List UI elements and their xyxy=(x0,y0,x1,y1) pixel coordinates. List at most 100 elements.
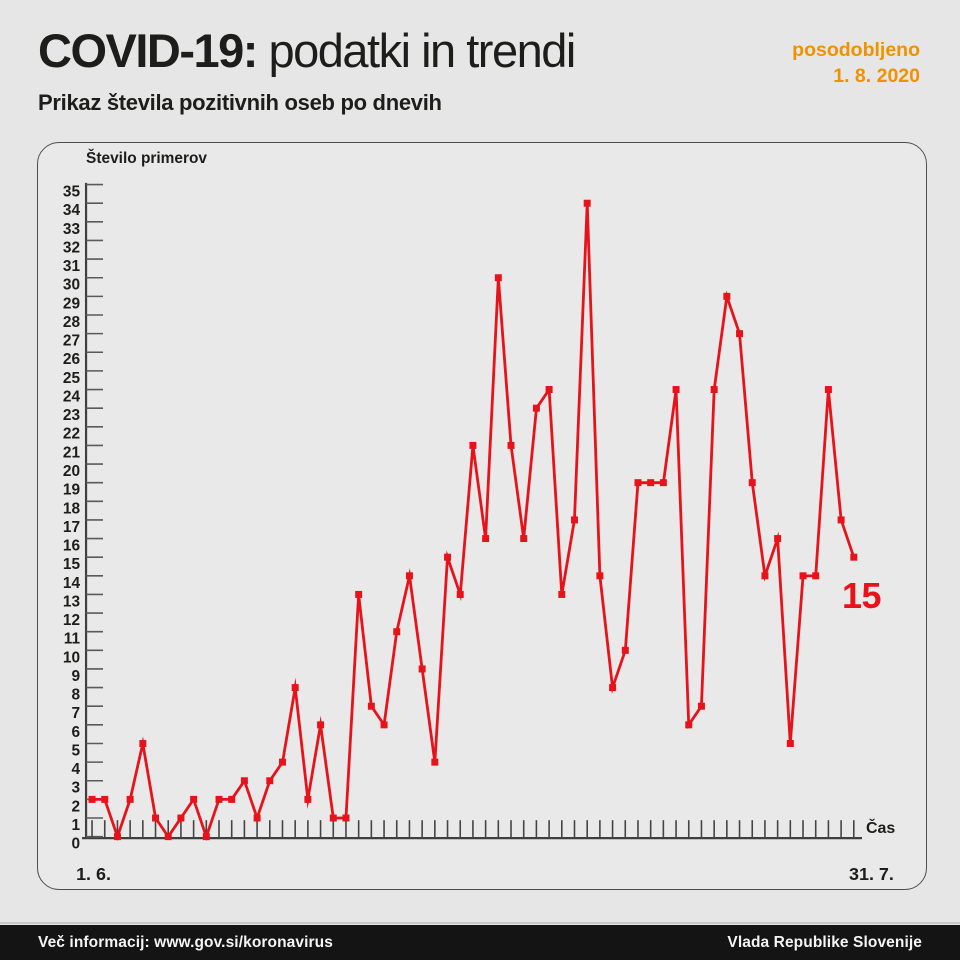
last-value-label: 15 xyxy=(842,576,881,616)
y-tick-label: 14 xyxy=(63,575,81,592)
y-tick-label: 2 xyxy=(71,798,80,815)
data-point-marker xyxy=(824,386,832,394)
y-axis-title: Število primerov xyxy=(86,149,207,167)
data-point-marker xyxy=(736,330,744,338)
data-point-marker xyxy=(164,833,172,841)
data-point-marker xyxy=(240,777,248,785)
data-point-marker xyxy=(253,814,261,822)
data-point-marker xyxy=(532,404,540,412)
y-tick-label: 5 xyxy=(71,742,80,759)
y-tick-label: 32 xyxy=(63,239,80,256)
y-tick-label: 11 xyxy=(64,631,81,648)
y-tick-label: 31 xyxy=(63,258,81,275)
y-tick-label: 13 xyxy=(63,593,81,610)
data-point-marker xyxy=(278,758,286,766)
data-point-marker xyxy=(634,479,642,487)
x-axis-title: Čas xyxy=(866,818,895,837)
y-tick-label: 15 xyxy=(63,556,81,573)
data-point-marker xyxy=(380,721,388,729)
footer-bar: Več informacij: www.gov.si/koronavirus V… xyxy=(0,925,960,960)
data-point-marker xyxy=(101,795,109,803)
data-point-marker xyxy=(342,814,350,822)
data-point-marker xyxy=(177,814,185,822)
data-point-marker xyxy=(355,590,363,598)
data-point-marker xyxy=(621,646,629,654)
y-tick-label: 23 xyxy=(63,407,81,424)
data-point-marker xyxy=(761,572,769,580)
updated-timestamp: posodobljeno 1. 8. 2020 xyxy=(792,37,920,89)
y-tick-label: 0 xyxy=(71,836,80,853)
data-point-marker xyxy=(647,479,655,487)
y-tick-label: 30 xyxy=(63,277,80,294)
data-point-marker xyxy=(545,386,553,394)
data-point-marker xyxy=(786,739,794,747)
data-point-marker xyxy=(393,628,401,636)
x-end-label: 31. 7. xyxy=(849,864,894,884)
data-point-marker xyxy=(329,814,337,822)
footer-info-url: Več informacij: www.gov.si/koronavirus xyxy=(38,933,333,951)
y-tick-label: 19 xyxy=(63,482,81,499)
y-tick-label: 17 xyxy=(63,519,80,536)
data-point-marker xyxy=(113,833,121,841)
y-tick-label: 1 xyxy=(71,817,80,834)
data-point-marker xyxy=(304,795,312,803)
y-tick-label: 9 xyxy=(71,668,80,685)
y-tick-label: 26 xyxy=(63,351,81,368)
data-point-marker xyxy=(812,572,820,580)
data-point-marker xyxy=(317,721,325,729)
data-point-marker xyxy=(672,386,680,394)
y-tick-label: 6 xyxy=(71,724,80,741)
data-point-marker xyxy=(583,199,591,207)
y-tick-label: 22 xyxy=(63,426,80,443)
data-point-marker xyxy=(444,553,452,561)
cases-line-chart: Število primerov012345678910111213141516… xyxy=(63,149,895,884)
data-point-marker xyxy=(456,590,464,598)
data-point-marker xyxy=(215,795,223,803)
data-point-marker xyxy=(405,572,413,580)
y-tick-label: 33 xyxy=(63,221,81,238)
data-point-marker xyxy=(685,721,693,729)
data-point-marker xyxy=(748,479,756,487)
data-point-marker xyxy=(799,572,807,580)
y-tick-label: 3 xyxy=(71,780,80,797)
data-point-marker xyxy=(152,814,160,822)
data-point-marker xyxy=(571,516,578,524)
cases-line xyxy=(92,203,856,841)
data-point-marker xyxy=(850,553,858,561)
data-point-marker xyxy=(228,795,236,803)
y-tick-label: 16 xyxy=(63,538,81,555)
page-title: COVID-19: podatki in trendi xyxy=(38,24,738,78)
data-point-marker xyxy=(367,702,375,710)
data-point-marker xyxy=(126,795,134,803)
page-title-brand: COVID-19: xyxy=(38,24,258,77)
data-point-marker xyxy=(774,535,782,543)
data-point-marker xyxy=(558,590,566,598)
y-tick-label: 18 xyxy=(63,500,81,517)
y-tick-label: 21 xyxy=(63,444,81,461)
data-point-marker xyxy=(507,441,515,449)
y-tick-label: 35 xyxy=(63,184,81,201)
data-point-marker xyxy=(723,292,731,300)
header: COVID-19: podatki in trendi Prikaz števi… xyxy=(38,24,738,116)
y-tick-label: 10 xyxy=(63,649,80,666)
data-point-marker xyxy=(596,572,604,580)
updated-date: 1. 8. 2020 xyxy=(833,65,920,87)
data-point-marker xyxy=(697,702,705,710)
data-point-marker xyxy=(88,795,96,803)
y-tick-label: 28 xyxy=(63,314,81,331)
y-tick-label: 34 xyxy=(63,202,81,219)
data-point-marker xyxy=(431,758,439,766)
data-point-marker xyxy=(659,479,667,487)
page-title-rest: podatki in trendi xyxy=(256,24,576,77)
data-point-marker xyxy=(190,795,198,803)
y-tick-label: 24 xyxy=(63,388,81,405)
x-start-label: 1. 6. xyxy=(76,864,111,884)
y-tick-label: 25 xyxy=(63,370,81,387)
data-point-marker xyxy=(139,739,147,747)
y-tick-label: 27 xyxy=(63,333,80,350)
y-tick-label: 8 xyxy=(71,687,80,704)
data-point-marker xyxy=(609,684,617,692)
data-point-marker xyxy=(418,665,426,673)
data-point-marker xyxy=(520,535,528,543)
